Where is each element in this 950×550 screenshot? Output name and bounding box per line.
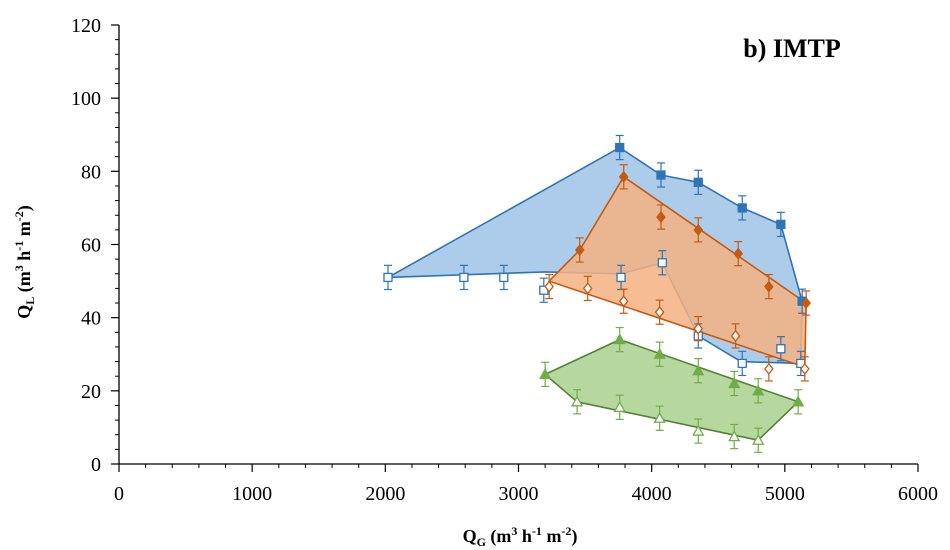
x-tick-label: 3000 <box>499 483 539 505</box>
data-point <box>730 329 741 342</box>
data-point <box>574 243 585 257</box>
x-tick-label: 4000 <box>632 483 672 505</box>
data-point <box>799 362 810 375</box>
y-tick-label: 20 <box>81 381 101 403</box>
axes <box>111 24 919 472</box>
data-point <box>459 272 469 283</box>
data-point <box>792 395 805 407</box>
data-point <box>693 322 704 335</box>
data-point <box>693 223 704 236</box>
series-5 <box>570 389 765 453</box>
data-point <box>764 362 774 375</box>
data-point <box>499 272 509 283</box>
data-series <box>383 134 811 453</box>
x-tick-label: 5000 <box>765 483 805 505</box>
data-point <box>737 203 747 213</box>
region-1 <box>548 176 807 368</box>
data-point <box>653 411 666 423</box>
series-2 <box>574 164 811 316</box>
x-tick-label: 2000 <box>365 483 405 505</box>
y-axis-label: QL (m3 h-1 m-2) <box>12 205 37 319</box>
x-axis-label: QG (m3 h-1 m-2) <box>463 524 578 549</box>
data-point <box>692 424 705 436</box>
data-point <box>776 219 786 230</box>
y-tick-label: 40 <box>81 308 101 330</box>
data-point <box>737 358 747 369</box>
data-point <box>570 395 584 407</box>
data-point <box>544 280 554 293</box>
y-tick-label: 100 <box>71 88 101 110</box>
x-tick-label: 6000 <box>898 483 938 505</box>
data-point <box>801 296 811 310</box>
data-point <box>776 344 786 354</box>
data-point <box>752 384 765 396</box>
data-point <box>383 272 393 283</box>
data-point <box>752 433 765 445</box>
data-point <box>657 258 667 268</box>
x-tick-label: 0 <box>114 483 124 505</box>
series-3 <box>544 273 810 382</box>
data-point <box>728 377 741 389</box>
x-tick-label: 1000 <box>232 483 272 505</box>
y-tick-label: 0 <box>91 454 101 476</box>
data-point <box>582 282 593 295</box>
data-point <box>728 430 741 442</box>
data-point <box>618 295 629 308</box>
data-point <box>654 306 665 319</box>
data-point <box>693 177 703 187</box>
y-tick-label: 80 <box>81 161 101 183</box>
data-point <box>613 333 626 345</box>
data-point <box>692 364 705 376</box>
data-point <box>733 247 744 260</box>
data-point <box>616 272 626 283</box>
data-point <box>653 347 666 359</box>
tick-labels: 0 1000 2000 3000 4000 5000 6000 0 20 40 60 80 100 120 <box>71 15 938 505</box>
series-0 <box>615 134 807 314</box>
data-point <box>764 280 774 293</box>
chart-annotation: b) IMTP <box>743 34 841 63</box>
y-tick-label: 60 <box>81 235 101 257</box>
data-point <box>656 170 666 180</box>
data-point <box>656 211 666 224</box>
data-point <box>618 170 629 183</box>
series-4 <box>539 326 805 415</box>
data-point <box>615 142 625 153</box>
region-2 <box>544 338 799 442</box>
data-point <box>539 368 552 380</box>
shaded-regions <box>387 146 807 442</box>
y-tick-label: 120 <box>71 15 101 37</box>
data-point <box>613 400 626 412</box>
